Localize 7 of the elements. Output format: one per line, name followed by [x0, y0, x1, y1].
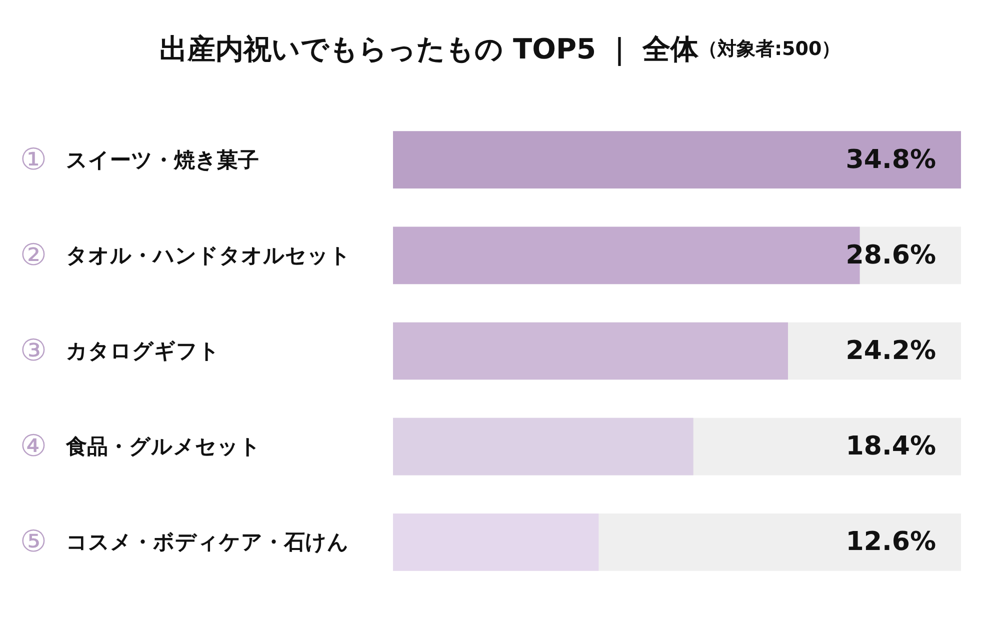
- chart-subtitle: （対象者:500）: [698, 38, 841, 60]
- data-label: 12.6%: [846, 527, 936, 558]
- data-label: 28.6%: [846, 240, 936, 270]
- data-label: 34.8%: [846, 144, 936, 175]
- data-label: 18.4%: [846, 432, 936, 462]
- data-label: 24.2%: [846, 336, 936, 366]
- chart-title: 出産内祝いでもらったもの TOP5 ｜ 全体: [159, 32, 700, 66]
